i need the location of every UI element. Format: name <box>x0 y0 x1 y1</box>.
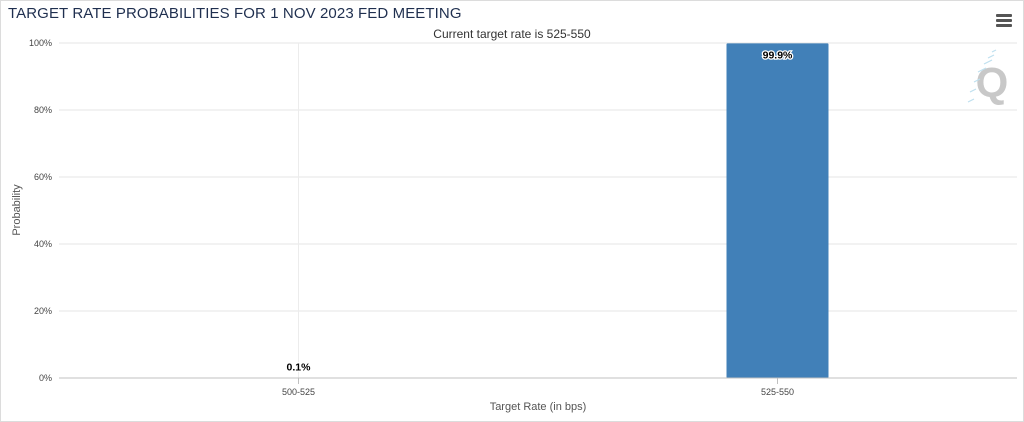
y-tick-label: 60% <box>34 172 52 182</box>
y-axis-title: Probability <box>11 184 23 236</box>
chart-title: TARGET RATE PROBABILITIES FOR 1 NOV 2023… <box>8 5 462 22</box>
menu-bar-bottom <box>996 24 1012 27</box>
svg-text:Q: Q <box>976 59 1009 106</box>
x-tick-label: 500-525 <box>282 387 315 397</box>
x-axis-title: Target Rate (in bps) <box>490 401 587 413</box>
hamburger-menu-icon[interactable] <box>996 14 1012 27</box>
gridlines <box>59 42 1017 312</box>
y-tick-label: 0% <box>39 373 52 383</box>
menu-bar-middle <box>996 19 1012 22</box>
data-label: 0.1% <box>287 362 312 374</box>
y-tick-label: 20% <box>34 306 52 316</box>
bar-525-550[interactable] <box>726 43 829 379</box>
y-tick-label: 80% <box>34 105 52 115</box>
data-label: 99.9% <box>763 49 793 61</box>
y-axis-ticks: 0% 20% 40% 60% 80% 100% <box>29 38 52 383</box>
x-gridlines <box>298 43 778 378</box>
x-tick-label: 525-550 <box>761 387 794 397</box>
x-axis-ticks: 500-525 525-550 <box>282 378 794 397</box>
chart-subtitle: Current target rate is 525-550 <box>433 27 591 41</box>
menu-bar-top <box>996 14 1012 17</box>
bars <box>247 43 829 379</box>
y-tick-label: 40% <box>34 239 52 249</box>
y-tick-label: 100% <box>29 38 52 48</box>
data-labels: 0.1% 99.9% <box>285 48 794 375</box>
watermark-logo-icon: Q <box>967 49 1009 106</box>
